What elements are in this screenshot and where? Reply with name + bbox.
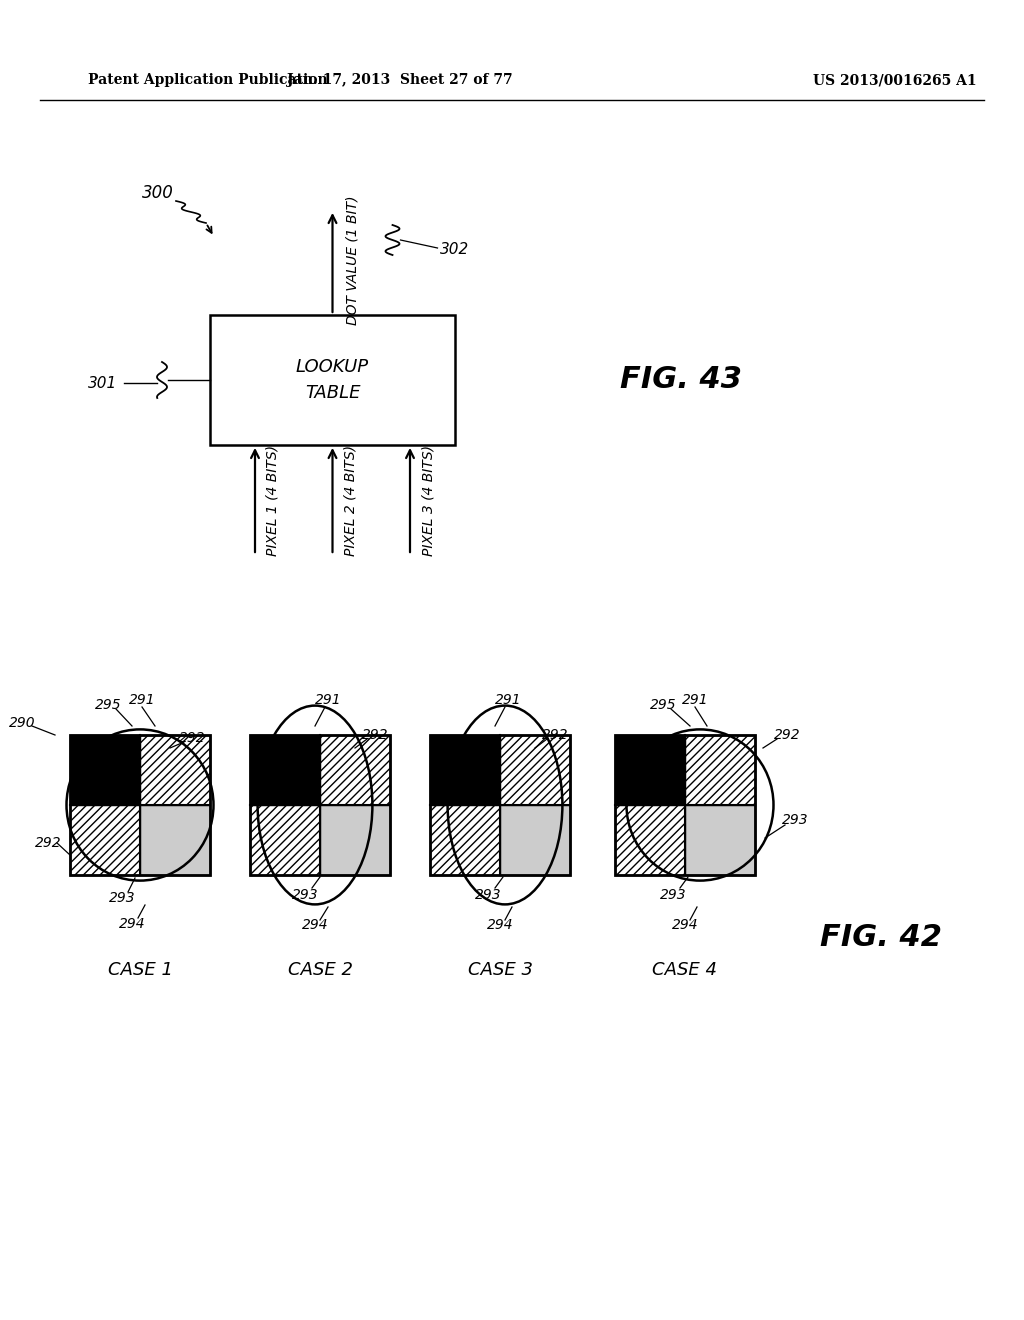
Bar (250, 805, 319, 875)
Text: PIXEL 3 (4 BITS): PIXEL 3 (4 BITS) (421, 445, 435, 556)
Text: Jan. 17, 2013  Sheet 27 of 77: Jan. 17, 2013 Sheet 27 of 77 (287, 73, 513, 87)
Bar (615, 805, 685, 875)
Text: 292: 292 (542, 729, 568, 742)
Text: 290: 290 (8, 715, 35, 730)
Bar (685, 735, 755, 805)
Text: 293: 293 (659, 888, 686, 902)
Text: US 2013/0016265 A1: US 2013/0016265 A1 (813, 73, 977, 87)
Bar (250, 735, 319, 805)
Text: 292: 292 (361, 729, 388, 742)
Text: 291: 291 (129, 693, 156, 708)
Text: 301: 301 (88, 375, 117, 391)
Text: CASE 1: CASE 1 (108, 961, 172, 979)
Bar (615, 735, 685, 805)
Text: 293: 293 (292, 888, 318, 902)
Text: FIG. 42: FIG. 42 (820, 924, 942, 953)
Text: 294: 294 (672, 917, 698, 932)
Bar (500, 735, 570, 805)
Bar (70, 805, 140, 875)
Bar (500, 805, 570, 875)
Text: PIXEL 1 (4 BITS): PIXEL 1 (4 BITS) (266, 445, 280, 556)
Bar (319, 735, 390, 805)
Text: 293: 293 (475, 888, 502, 902)
Text: PIXEL 2 (4 BITS): PIXEL 2 (4 BITS) (343, 445, 357, 556)
Text: 292: 292 (35, 836, 61, 850)
Text: 292: 292 (178, 731, 206, 744)
Text: 291: 291 (682, 693, 709, 708)
Text: 291: 291 (495, 693, 521, 708)
Text: 294: 294 (486, 917, 513, 932)
Bar (615, 735, 755, 875)
Text: 300: 300 (142, 183, 174, 202)
Bar (430, 735, 570, 875)
Bar (140, 735, 210, 805)
Text: 291: 291 (314, 693, 341, 708)
Text: 293: 293 (781, 813, 808, 828)
Text: 292: 292 (774, 729, 801, 742)
Text: 295: 295 (649, 698, 676, 711)
Text: Patent Application Publication: Patent Application Publication (88, 73, 328, 87)
Bar (70, 735, 140, 805)
Bar (210, 315, 455, 445)
Bar (140, 805, 210, 875)
Bar (250, 735, 390, 875)
Text: 293: 293 (109, 891, 135, 906)
Text: 294: 294 (302, 917, 329, 932)
Text: CASE 3: CASE 3 (468, 961, 532, 979)
Text: DOT VALUE (1 BIT): DOT VALUE (1 BIT) (345, 195, 359, 325)
Bar (685, 805, 755, 875)
Text: 295: 295 (94, 698, 121, 711)
Text: FIG. 43: FIG. 43 (620, 366, 742, 395)
Bar (430, 805, 500, 875)
Text: CASE 2: CASE 2 (288, 961, 352, 979)
Bar (430, 735, 500, 805)
Text: LOOKUP
TABLE: LOOKUP TABLE (296, 358, 369, 403)
Bar (319, 805, 390, 875)
Text: 294: 294 (119, 917, 145, 931)
Text: CASE 4: CASE 4 (652, 961, 718, 979)
Bar (70, 735, 210, 875)
Text: 302: 302 (439, 243, 469, 257)
